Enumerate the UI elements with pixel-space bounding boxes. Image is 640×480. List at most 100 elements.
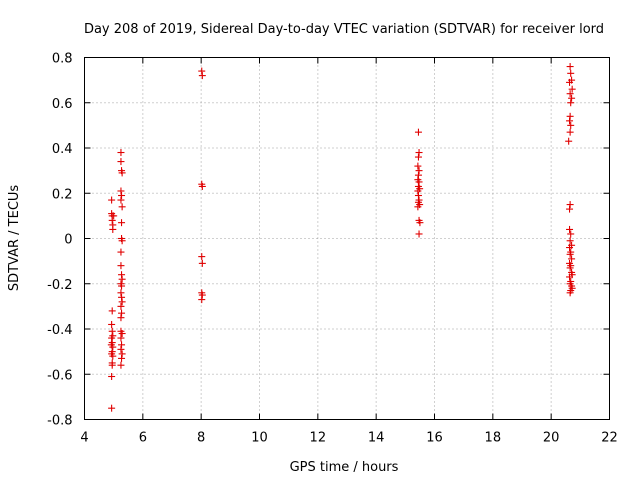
data-point <box>117 289 125 297</box>
y-tick-label: -0.8 <box>47 414 72 429</box>
data-point <box>118 219 126 227</box>
data-point <box>117 149 125 157</box>
x-tick-label: 8 <box>197 431 205 446</box>
data-point <box>118 354 126 362</box>
data-point <box>566 63 574 71</box>
y-tick-label: 0 <box>64 233 72 248</box>
data-point <box>415 149 423 157</box>
data-point <box>198 296 206 304</box>
data-point <box>118 271 126 279</box>
data-point <box>117 361 125 369</box>
data-point <box>414 192 422 200</box>
data-point <box>108 196 116 204</box>
data-point <box>118 275 126 283</box>
plot-frame <box>84 57 610 420</box>
grid-lines <box>84 57 610 420</box>
data-point <box>118 341 126 349</box>
data-point <box>108 327 116 335</box>
data-point <box>566 289 574 297</box>
data-point <box>567 99 575 107</box>
data-point <box>566 273 574 281</box>
y-axis-label: SDTVAR / TECUs <box>7 185 22 292</box>
x-tick-label: 12 <box>310 431 327 446</box>
data-point <box>568 94 576 102</box>
data-point <box>117 187 125 195</box>
data-point <box>118 169 126 177</box>
x-tick-label: 14 <box>368 431 385 446</box>
data-point <box>117 196 125 204</box>
x-tick-label: 20 <box>543 431 560 446</box>
data-point <box>568 255 576 263</box>
data-point <box>566 78 574 86</box>
data-point <box>566 237 574 245</box>
data-point <box>117 302 125 310</box>
data-point <box>566 90 574 98</box>
x-tick-labels: 4 6 8 10 12 14 16 18 20 22 <box>80 431 617 446</box>
x-tick-label: 18 <box>485 431 502 446</box>
data-point <box>118 203 126 211</box>
data-point <box>117 345 125 353</box>
data-point <box>108 307 116 315</box>
data-point <box>568 85 576 93</box>
data-point <box>566 264 574 272</box>
data-point <box>415 230 423 238</box>
data-point <box>198 67 206 75</box>
data-point <box>566 112 574 120</box>
x-tick-label: 22 <box>601 431 618 446</box>
y-tick-label: -0.2 <box>47 278 72 293</box>
x-tick-label: 16 <box>426 431 443 446</box>
data-point <box>108 361 116 369</box>
data-point <box>416 219 424 227</box>
data-point <box>566 244 574 252</box>
data-point <box>108 216 116 224</box>
data-point <box>567 230 575 238</box>
data-point <box>414 187 422 195</box>
data-point <box>108 334 116 342</box>
data-point <box>118 237 126 245</box>
y-tick-label: 0.8 <box>52 52 73 67</box>
data-point <box>118 293 126 301</box>
data-point <box>109 225 117 233</box>
data-point <box>198 182 206 190</box>
data-point <box>118 330 126 338</box>
data-point <box>414 203 422 211</box>
data-point <box>109 352 117 360</box>
data-point <box>414 128 422 136</box>
data-point <box>117 248 125 256</box>
data-point <box>118 350 126 358</box>
data-point <box>118 192 126 200</box>
data-point <box>198 72 206 80</box>
data-point <box>117 158 125 166</box>
data-point <box>108 320 116 328</box>
data-point <box>566 117 574 125</box>
data-point <box>415 178 423 186</box>
data-point <box>198 291 206 299</box>
x-tick-label: 4 <box>80 431 88 446</box>
data-point <box>414 153 422 161</box>
data-point <box>414 162 422 170</box>
data-point <box>118 282 126 290</box>
data-point <box>117 334 125 342</box>
data-point <box>108 404 116 412</box>
y-tick-label: -0.6 <box>47 368 72 383</box>
data-point <box>118 309 126 317</box>
data-point <box>566 250 574 258</box>
data-point <box>415 167 423 175</box>
axis-ticks <box>84 57 610 420</box>
data-point <box>198 259 206 267</box>
data-point <box>108 373 116 381</box>
y-tick-labels: -0.8 -0.6 -0.4 -0.2 0 0.2 0.4 0.6 0.8 <box>47 52 72 429</box>
data-point <box>117 262 125 270</box>
chart-title: Day 208 of 2019, Sidereal Day-to-day VTE… <box>84 22 604 37</box>
data-point <box>118 298 126 306</box>
data-point <box>565 137 573 145</box>
data-points <box>107 63 576 412</box>
data-point <box>567 121 575 129</box>
data-point <box>567 69 575 77</box>
data-point <box>414 171 422 179</box>
y-tick-label: -0.4 <box>47 323 72 338</box>
x-axis-label: GPS time / hours <box>290 460 399 475</box>
data-point <box>566 128 574 136</box>
y-tick-label: 0.6 <box>52 97 73 112</box>
